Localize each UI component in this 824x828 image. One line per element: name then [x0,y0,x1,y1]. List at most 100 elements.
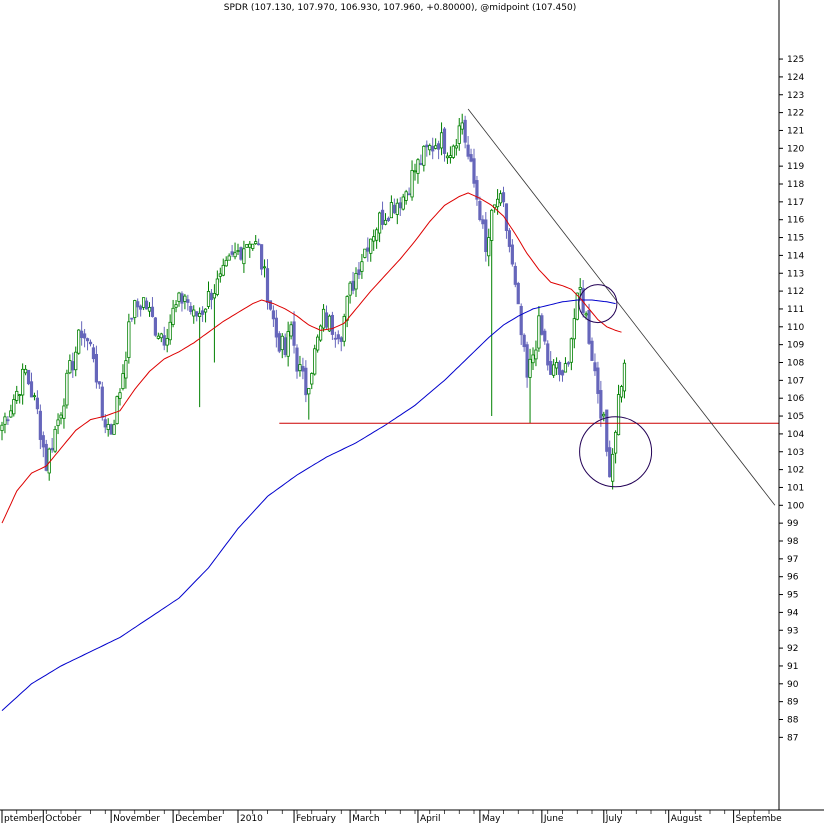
candle-body [100,386,104,418]
candle-body [59,414,63,419]
candle-body [259,244,264,270]
y-tick-label: 94 [787,608,799,618]
candle-body [32,395,37,398]
y-tick-label: 118 [787,180,804,190]
candle-body [363,248,367,258]
x-tick-label: July [605,814,623,823]
x-tick-label: ptember [4,814,43,823]
y-tick-label: 113 [787,269,804,279]
y-tick-label: 90 [787,680,799,690]
x-tick-label: May [482,814,501,823]
candle-body [3,416,7,425]
candle-body [26,369,31,385]
candle-body [377,212,382,234]
candle-body [254,241,258,244]
candle-body [366,247,370,252]
candle-body [531,354,535,364]
y-tick-label: 111 [787,305,804,315]
candle-body [53,428,57,452]
candle-body [262,266,267,269]
candle-body [295,347,299,372]
candle-body [171,307,175,325]
candle-body [21,368,25,396]
y-tick-label: 110 [787,323,804,333]
candle-body [71,361,75,371]
candle-body [209,292,214,301]
candle-body [584,313,588,316]
chart-title: SPDR (107.130, 107.970, 106.930, 107.960… [224,3,576,13]
y-tick-label: 108 [787,359,804,369]
x-tick-label: October [45,814,81,823]
y-tick-label: 109 [787,341,804,351]
candle-body [448,155,453,158]
candle-body [501,192,506,203]
candle-body [490,209,494,241]
candle-body [578,287,582,290]
candle-body [174,304,178,308]
short-moving-average-line [1,192,622,524]
candle-body [434,145,438,149]
candle-body [522,334,526,348]
x-tick-label: 2010 [240,814,263,823]
y-tick-label: 88 [787,716,799,726]
candle-body [15,390,19,401]
candle-body [230,251,234,255]
y-tick-label: 120 [787,144,804,154]
candle-body [478,200,482,220]
candle-body [413,170,417,173]
long-moving-average-line [1,299,616,711]
candle-body [286,331,290,357]
candle-body [566,362,571,365]
candle-body [50,447,54,451]
x-tick-label: Septembe [736,814,783,823]
candle-body [614,431,618,454]
y-tick-label: 124 [787,73,804,83]
candle-body [242,248,246,265]
candle-body [236,250,240,252]
y-tick-label: 103 [787,448,804,458]
candle-body [333,337,337,340]
candle-body [80,330,84,338]
candle-body [507,230,512,247]
candle-body [575,292,579,320]
candle-body [283,337,287,355]
y-tick-label: 99 [787,519,799,529]
candle-body [183,295,187,302]
candle-body [608,447,612,478]
candle-body [0,424,4,431]
y-tick-label: 91 [787,662,798,672]
y-tick-label: 106 [787,394,804,404]
candle-body [124,360,128,379]
candle-body [351,280,355,291]
candle-body [307,388,311,395]
x-tick-label: February [296,814,337,823]
candle-body [156,335,160,339]
candle-body [91,347,96,360]
candle-body [354,272,358,290]
candle-body [56,419,60,427]
candle-body [345,296,349,321]
y-tick-label: 119 [787,162,804,172]
candle-body [599,390,603,419]
candle-body [392,204,396,214]
candle-body [569,338,573,363]
x-tick-label: August [671,814,703,823]
candle-body [348,282,352,296]
y-tick-label: 117 [787,198,804,208]
candle-body [277,333,281,352]
candle-body [153,317,157,336]
candle-body [466,144,470,157]
y-tick-label: 97 [787,555,798,565]
candle-body [41,435,45,448]
candle-body [445,155,450,159]
candle-body [549,361,553,375]
candle-body [186,299,190,303]
candle-body [118,392,122,399]
candle-body [560,370,565,376]
candle-body [136,301,140,308]
candle-body [425,144,429,148]
candle-body [605,409,609,452]
